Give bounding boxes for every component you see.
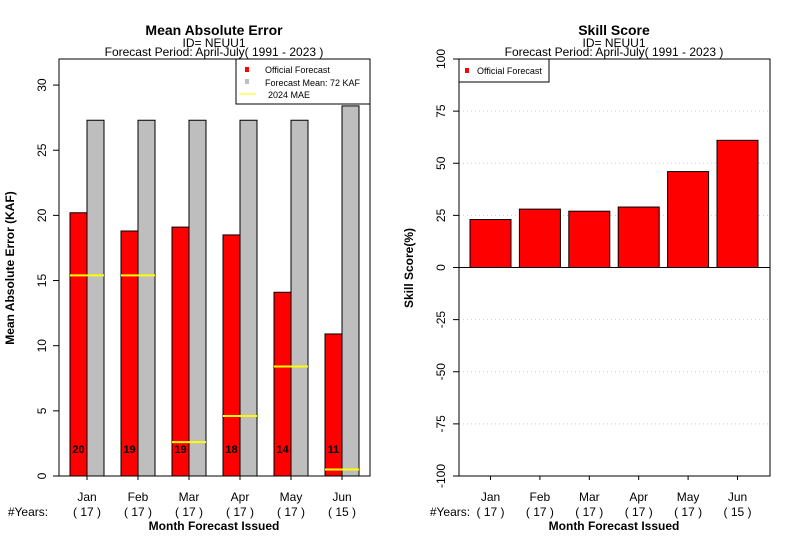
skill-years-mar: ( 17 )	[575, 505, 603, 519]
skill-x-tick-mar: Mar	[579, 490, 600, 504]
mae-bar-mean-jun	[341, 105, 360, 477]
skill-y-tick-75: 75	[434, 104, 448, 118]
skill-legend: Official Forecast	[458, 58, 550, 83]
skill-subtitle-id: ID= NEUU1	[582, 36, 645, 50]
mae-years-mar: ( 17 )	[175, 505, 203, 519]
mae-bar-label-jun: 11	[328, 444, 340, 456]
skill-x-tick-apr: Apr	[629, 490, 648, 504]
mae-y-tick-0: 0	[35, 472, 49, 479]
mae-bar-mean-apr	[239, 119, 258, 477]
mae-legend: Official Forecast Forecast Mean: 72 KAF …	[235, 58, 371, 105]
skill-chart: Skill Score ID= NEUU1 Forecast Period: A…	[402, 22, 771, 533]
mae-bar-official-feb	[120, 230, 139, 477]
mae-bars	[69, 105, 360, 477]
skill-xlabel: Month Forecast Issued	[549, 519, 680, 533]
skill-y-tick--75: -75	[434, 415, 448, 433]
mae-bar-label-mar: 19	[174, 444, 186, 456]
skill-years-apr: ( 17 )	[625, 505, 653, 519]
mae-chart: Mean Absolute Error ID= NEUU1 Forecast P…	[3, 22, 371, 533]
mae-y-tick-5: 5	[35, 407, 49, 414]
mae-x-axis: Jan( 17 )Feb( 17 )Mar( 17 )Apr( 17 )May(…	[73, 476, 356, 519]
mae-x-tick-jun: Jun	[332, 490, 351, 504]
mae-legend-box	[235, 58, 371, 105]
mae-title: Mean Absolute Error	[145, 22, 283, 38]
mae-y-tick-15: 15	[35, 274, 49, 288]
skill-x-tick-feb: Feb	[530, 490, 551, 504]
mae-2024-lines	[70, 274, 359, 471]
skill-bar-jun	[716, 139, 759, 268]
mae-x-tick-apr: Apr	[231, 490, 250, 504]
mae-legend-mean: Forecast Mean: 72 KAF	[265, 78, 361, 88]
skill-title: Skill Score	[578, 22, 650, 38]
skill-bar-feb	[518, 208, 561, 268]
mae-years-may: ( 17 )	[277, 505, 305, 519]
skill-bar-apr	[617, 206, 660, 269]
mae-y-axis: 0 5 10 15 20 25 30	[35, 78, 59, 479]
skill-years-jun: ( 15 )	[723, 505, 751, 519]
mae-y-tick-10: 10	[35, 339, 49, 353]
skill-x-tick-jan: Jan	[481, 490, 500, 504]
mae-bar-mean-feb	[137, 119, 156, 477]
skill-years-may: ( 17 )	[674, 505, 702, 519]
skill-x-axis: Jan( 17 )Feb( 17 )Mar( 17 )Apr( 17 )May(…	[476, 476, 752, 519]
mae-years-apr: ( 17 )	[226, 505, 254, 519]
skill-y-tick-0: 0	[434, 264, 448, 271]
mae-plot-frame	[58, 58, 371, 477]
mae-bar-label-feb: 19	[123, 444, 135, 456]
skill-y-axis: -100 -75 -50 -25 0 25 50 75 100	[434, 49, 459, 488]
skill-y-tick--50: -50	[434, 363, 448, 381]
mae-bar-official-mar	[171, 226, 190, 477]
mae-years-jun: ( 15 )	[328, 505, 356, 519]
mae-bar-mean-mar	[188, 119, 207, 477]
mae-bar-mean-may	[290, 119, 309, 477]
skill-bar-mar	[568, 210, 611, 268]
skill-years-label: #Years:	[430, 505, 470, 519]
mae-bar-mean-jan	[86, 119, 105, 477]
skill-bars	[469, 139, 759, 269]
mae-x-tick-jan: Jan	[77, 490, 96, 504]
mae-legend-swatch-mean	[245, 79, 249, 84]
mae-y-tick-30: 30	[35, 78, 49, 92]
mae-legend-official: Official Forecast	[265, 65, 330, 75]
mae-years-jan: ( 17 )	[73, 505, 101, 519]
mae-legend-2024: 2024 MAE	[268, 90, 310, 100]
mae-ylabel: Mean Absolute Error (KAF)	[3, 191, 17, 345]
mae-x-tick-mar: Mar	[179, 490, 200, 504]
skill-ylabel: Skill Score(%)	[402, 228, 416, 308]
mae-y-tick-20: 20	[35, 208, 49, 222]
skill-years-feb: ( 17 )	[526, 505, 554, 519]
skill-subtitle-period: Forecast Period: April-July( 1991 - 2023…	[505, 45, 724, 59]
skill-years-jan: ( 17 )	[476, 505, 504, 519]
mae-x-tick-may: May	[280, 490, 303, 504]
mae-years-feb: ( 17 )	[124, 505, 152, 519]
skill-legend-official: Official Forecast	[477, 66, 542, 76]
skill-bar-jan	[469, 219, 512, 268]
skill-y-tick-100: 100	[434, 49, 448, 69]
skill-x-tick-jun: Jun	[728, 490, 747, 504]
skill-y-tick--100: -100	[434, 464, 448, 488]
skill-y-tick--25: -25	[434, 311, 448, 329]
mae-bar-official-jan	[69, 212, 88, 477]
mae-bar-label-jan: 20	[72, 444, 84, 456]
skill-x-tick-may: May	[677, 490, 700, 504]
skill-legend-box	[458, 58, 550, 83]
skill-legend-swatch-official	[465, 68, 469, 73]
mae-subtitle-id: ID= NEUU1	[182, 36, 245, 50]
mae-x-tick-feb: Feb	[128, 490, 149, 504]
mae-y-tick-25: 25	[35, 143, 49, 157]
mae-bar-labels: 20 19 19 18 14 11	[72, 444, 339, 456]
mae-bar-label-may: 14	[276, 444, 289, 456]
skill-y-tick-50: 50	[434, 156, 448, 170]
mae-bar-label-apr: 18	[225, 444, 237, 456]
mae-subtitle-period: Forecast Period: April-July( 1991 - 2023…	[105, 45, 324, 59]
mae-bar-official-apr	[222, 234, 241, 477]
mae-years-label: #Years:	[8, 505, 48, 519]
skill-y-tick-25: 25	[434, 208, 448, 222]
skill-bar-may	[667, 171, 710, 268]
mae-legend-swatch-official	[245, 67, 249, 72]
mae-xlabel: Month Forecast Issued	[149, 519, 280, 533]
